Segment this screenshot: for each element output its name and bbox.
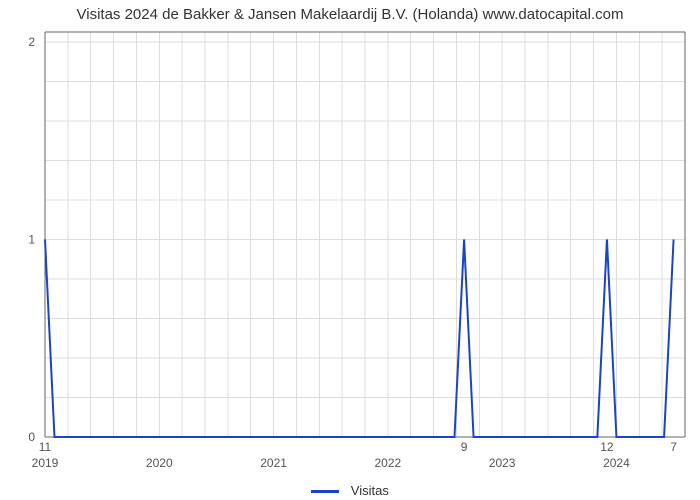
svg-text:7: 7 [670,440,677,454]
svg-text:2: 2 [28,35,35,49]
svg-text:2022: 2022 [375,456,402,470]
svg-text:2023: 2023 [489,456,516,470]
svg-text:0: 0 [28,430,35,444]
svg-text:12: 12 [600,440,614,454]
legend-swatch [311,490,339,493]
chart-plot: 012201920202021202220232024119127 [0,0,700,500]
svg-text:2020: 2020 [146,456,173,470]
svg-text:2024: 2024 [603,456,630,470]
svg-text:2019: 2019 [32,456,59,470]
chart-container: Visitas 2024 de Bakker & Jansen Makelaar… [0,0,700,500]
svg-text:1: 1 [28,232,35,246]
svg-text:2021: 2021 [260,456,287,470]
svg-text:9: 9 [461,440,468,454]
legend-label: Visitas [351,483,389,498]
chart-legend: Visitas [0,483,700,498]
svg-text:11: 11 [39,440,52,454]
